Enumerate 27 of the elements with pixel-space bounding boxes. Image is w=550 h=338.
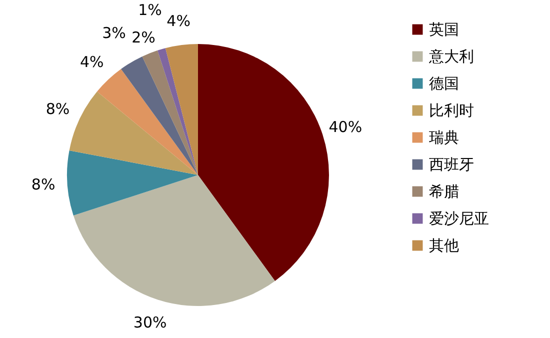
data-label: 4% — [80, 53, 104, 72]
pie-slice — [73, 175, 275, 306]
pie-slice — [121, 56, 198, 175]
data-label: 4% — [166, 12, 190, 30]
data-label: 1% — [138, 0, 162, 19]
pie-slice — [165, 44, 198, 175]
pie-slice — [97, 69, 198, 175]
legend-label: 德国 — [429, 74, 459, 92]
legend-label: 其他 — [429, 236, 459, 254]
data-label: 2% — [132, 28, 156, 46]
legend-label: 英国 — [429, 20, 459, 38]
pie-slice — [69, 91, 198, 175]
legend-label: 希腊 — [429, 182, 459, 200]
data-label: 8% — [46, 100, 70, 118]
pie-slice — [67, 150, 198, 216]
data-label: 8% — [31, 176, 56, 194]
pie-slice — [142, 50, 198, 175]
legend-label: 瑞典 — [429, 128, 459, 146]
data-label: 3% — [102, 24, 126, 42]
data-label: 30% — [133, 313, 167, 332]
data-label: 40% — [328, 118, 362, 136]
pie-slice — [198, 44, 329, 281]
legend-label: 爱沙尼亚 — [429, 210, 489, 228]
legend-label: 比利时 — [429, 102, 474, 120]
legend-label: 意大利 — [428, 48, 474, 66]
legend-label: 西班牙 — [429, 156, 474, 174]
pie-slice — [158, 48, 198, 175]
